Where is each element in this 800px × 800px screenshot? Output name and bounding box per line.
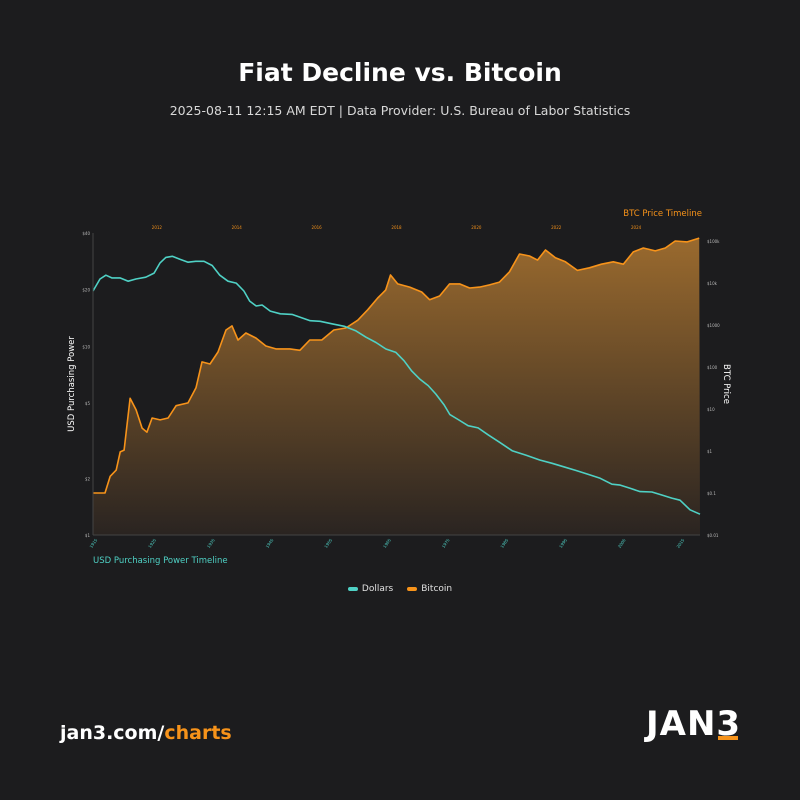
bitcoin-line xyxy=(93,237,700,494)
legend: Dollars Bitcoin xyxy=(0,584,800,594)
legend-swatch-bitcoin xyxy=(407,587,418,591)
dollars-line xyxy=(92,255,701,515)
bottom-tick-label: 1915 xyxy=(88,537,98,549)
bottom-tick-label: 1955 xyxy=(323,537,333,549)
right-tick-label: $0.01 xyxy=(707,533,719,538)
legend-item-bitcoin[interactable]: Bitcoin xyxy=(407,584,452,594)
left-tick-label: $40 xyxy=(82,231,90,236)
bottom-tick-label: 2015 xyxy=(675,537,685,549)
bottom-tick-label: 1935 xyxy=(206,537,216,549)
legend-label: Bitcoin xyxy=(421,584,453,594)
bottom-tick-label: 1965 xyxy=(382,537,392,549)
legend-item-dollars[interactable]: Dollars xyxy=(347,584,394,594)
right-tick-label: $1 xyxy=(707,449,713,454)
bottom-tick-label: 1995 xyxy=(558,537,568,549)
footer-url-prefix: jan3.com/ xyxy=(60,722,165,744)
left-tick-label: $2 xyxy=(85,476,91,481)
bottom-tick-label: 1945 xyxy=(265,537,275,549)
footer-url-suffix: charts xyxy=(164,722,232,744)
chart-title: Fiat Decline vs. Bitcoin xyxy=(238,58,562,87)
top-tick-label: 2018 xyxy=(391,225,402,230)
footer-url[interactable]: jan3.com/charts xyxy=(60,722,232,744)
right-tick-label: $1000 xyxy=(707,323,720,328)
bottom-tick-label: 1925 xyxy=(147,537,157,549)
top-tick-label: 2022 xyxy=(551,225,562,230)
bottom-axis-title: USD Purchasing Power Timeline xyxy=(93,556,228,566)
top-axis-title: BTC Price Timeline xyxy=(623,209,702,219)
top-tick-label: 2012 xyxy=(152,225,163,230)
right-tick-label: $0.1 xyxy=(707,491,716,496)
bitcoin-area xyxy=(93,238,700,535)
right-axis-title: BTC Price xyxy=(721,364,731,404)
bottom-tick-label: 1985 xyxy=(499,537,509,549)
bottom-tick-label: 2005 xyxy=(617,537,627,549)
right-tick-label: $100 xyxy=(707,365,718,370)
legend-label: Dollars xyxy=(361,584,394,594)
chart-subtitle: 2025-08-11 12:15 AM EDT | Data Provider:… xyxy=(169,103,631,118)
top-tick-label: 2024 xyxy=(631,225,642,230)
top-tick-label: 2014 xyxy=(232,225,243,230)
right-tick-label: $10 xyxy=(707,407,715,412)
jan3-logo: JAN3 xyxy=(646,704,741,744)
right-tick-label: $100k xyxy=(707,239,720,244)
bottom-tick-label: 1975 xyxy=(441,537,451,549)
logo-accent-bar xyxy=(718,736,738,740)
top-tick-label: 2020 xyxy=(471,225,482,230)
left-tick-label: $1 xyxy=(85,533,91,538)
left-tick-label: $5 xyxy=(85,401,91,406)
left-tick-label: $10 xyxy=(82,344,90,349)
left-axis-title: USD Purchasing Power xyxy=(67,336,77,432)
legend-swatch-dollars xyxy=(347,587,358,591)
right-tick-label: $10k xyxy=(707,281,718,286)
top-tick-label: 2016 xyxy=(312,225,323,230)
left-tick-label: $20 xyxy=(82,288,90,293)
